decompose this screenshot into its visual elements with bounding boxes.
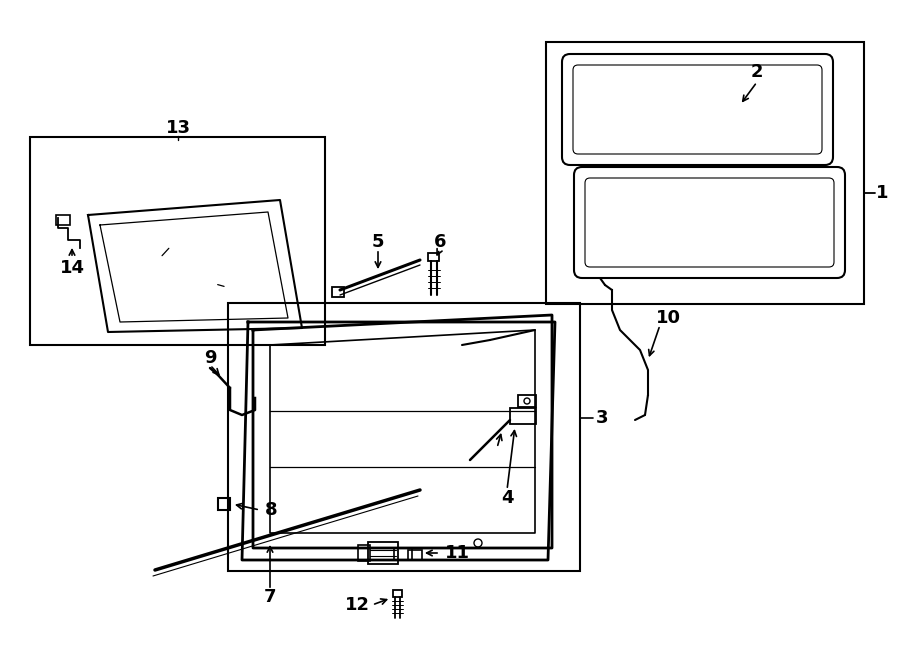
Bar <box>393 590 402 597</box>
Text: 4: 4 <box>500 489 513 507</box>
Bar <box>394 548 412 560</box>
Bar <box>56 215 70 225</box>
Text: 8: 8 <box>265 501 277 519</box>
Text: 5: 5 <box>372 233 384 251</box>
Text: 14: 14 <box>59 259 85 277</box>
Text: 11: 11 <box>445 544 470 562</box>
Bar <box>228 303 580 571</box>
Bar <box>30 137 325 345</box>
Bar <box>368 542 398 564</box>
Bar <box>546 42 864 304</box>
Bar <box>518 395 536 407</box>
Text: 1: 1 <box>876 184 888 202</box>
Text: 6: 6 <box>434 233 446 251</box>
Text: 9: 9 <box>203 349 216 367</box>
Text: 13: 13 <box>166 119 191 137</box>
Text: 2: 2 <box>751 63 763 81</box>
Bar <box>510 408 536 424</box>
Bar <box>408 550 422 560</box>
Bar <box>358 545 370 561</box>
Bar <box>218 498 230 510</box>
Text: 3: 3 <box>596 409 608 427</box>
Bar <box>428 253 439 261</box>
Bar <box>332 287 344 297</box>
Text: 7: 7 <box>264 588 276 606</box>
Text: 10: 10 <box>655 309 680 327</box>
Text: 12: 12 <box>345 596 370 614</box>
